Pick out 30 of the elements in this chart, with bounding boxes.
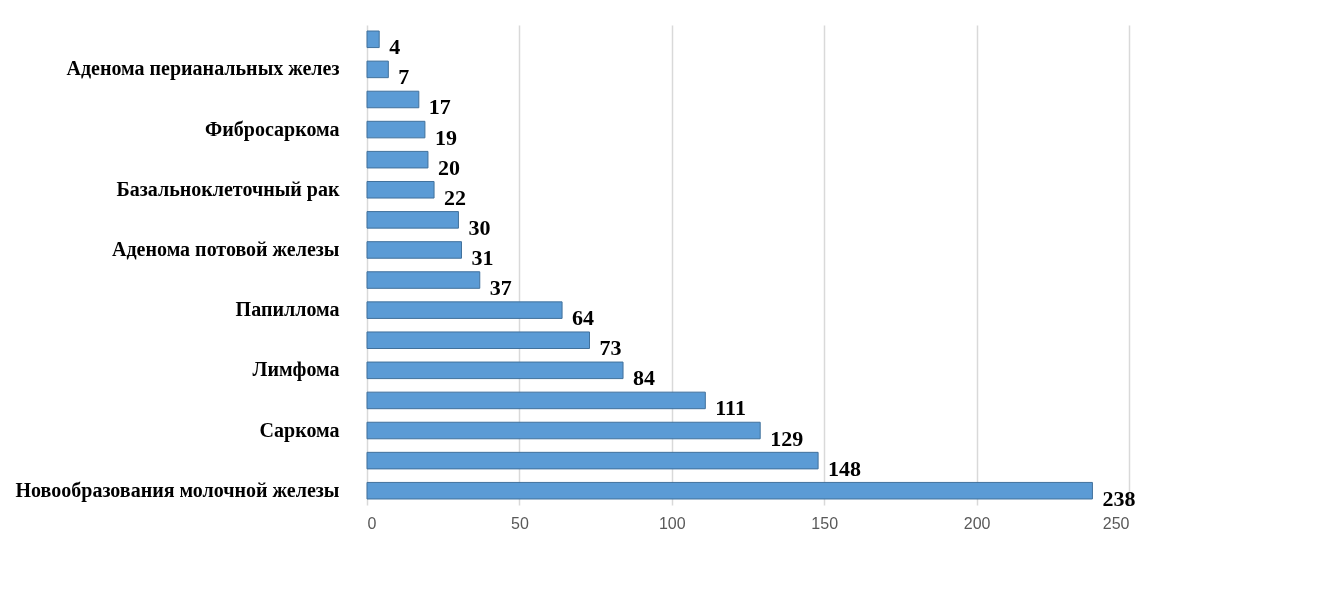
- data-label: 4: [389, 34, 401, 60]
- data-label: 64: [572, 305, 595, 331]
- data-label: 22: [444, 184, 467, 210]
- y-tick-label: Базальноклеточный рак: [116, 177, 340, 201]
- x-tick-label: 50: [511, 514, 529, 532]
- data-label: 238: [1102, 485, 1136, 511]
- data-label: 31: [471, 244, 494, 270]
- x-tick-label: 150: [811, 514, 839, 532]
- data-label: 17: [428, 94, 451, 120]
- x-tick-label: 200: [963, 514, 991, 532]
- y-tick-label: Аденома потовой железы: [112, 237, 340, 260]
- data-label: 111: [715, 395, 746, 421]
- data-label: 129: [770, 425, 804, 451]
- data-label: 84: [633, 365, 656, 391]
- y-tick-label: Фибросаркома: [205, 117, 340, 141]
- y-tick-label: Аденома перианальных желез: [66, 57, 340, 81]
- data-label: 37: [489, 275, 512, 301]
- data-label: 30: [468, 214, 491, 240]
- data-label: 7: [398, 64, 410, 90]
- x-tick-label: 0: [367, 514, 377, 532]
- data-label: 20: [437, 154, 460, 180]
- x-tick-label: 250: [1102, 514, 1130, 532]
- y-tick-label: Саркома: [259, 418, 340, 442]
- y-tick-label: Новообразования молочной железы: [15, 478, 340, 502]
- data-label: 19: [434, 124, 457, 150]
- y-tick-label: Папиллома: [235, 298, 340, 321]
- data-label: 148: [828, 455, 862, 481]
- data-label: 73: [599, 335, 622, 361]
- x-tick-label: 100: [658, 514, 686, 532]
- y-tick-label: Лимфома: [252, 358, 340, 382]
